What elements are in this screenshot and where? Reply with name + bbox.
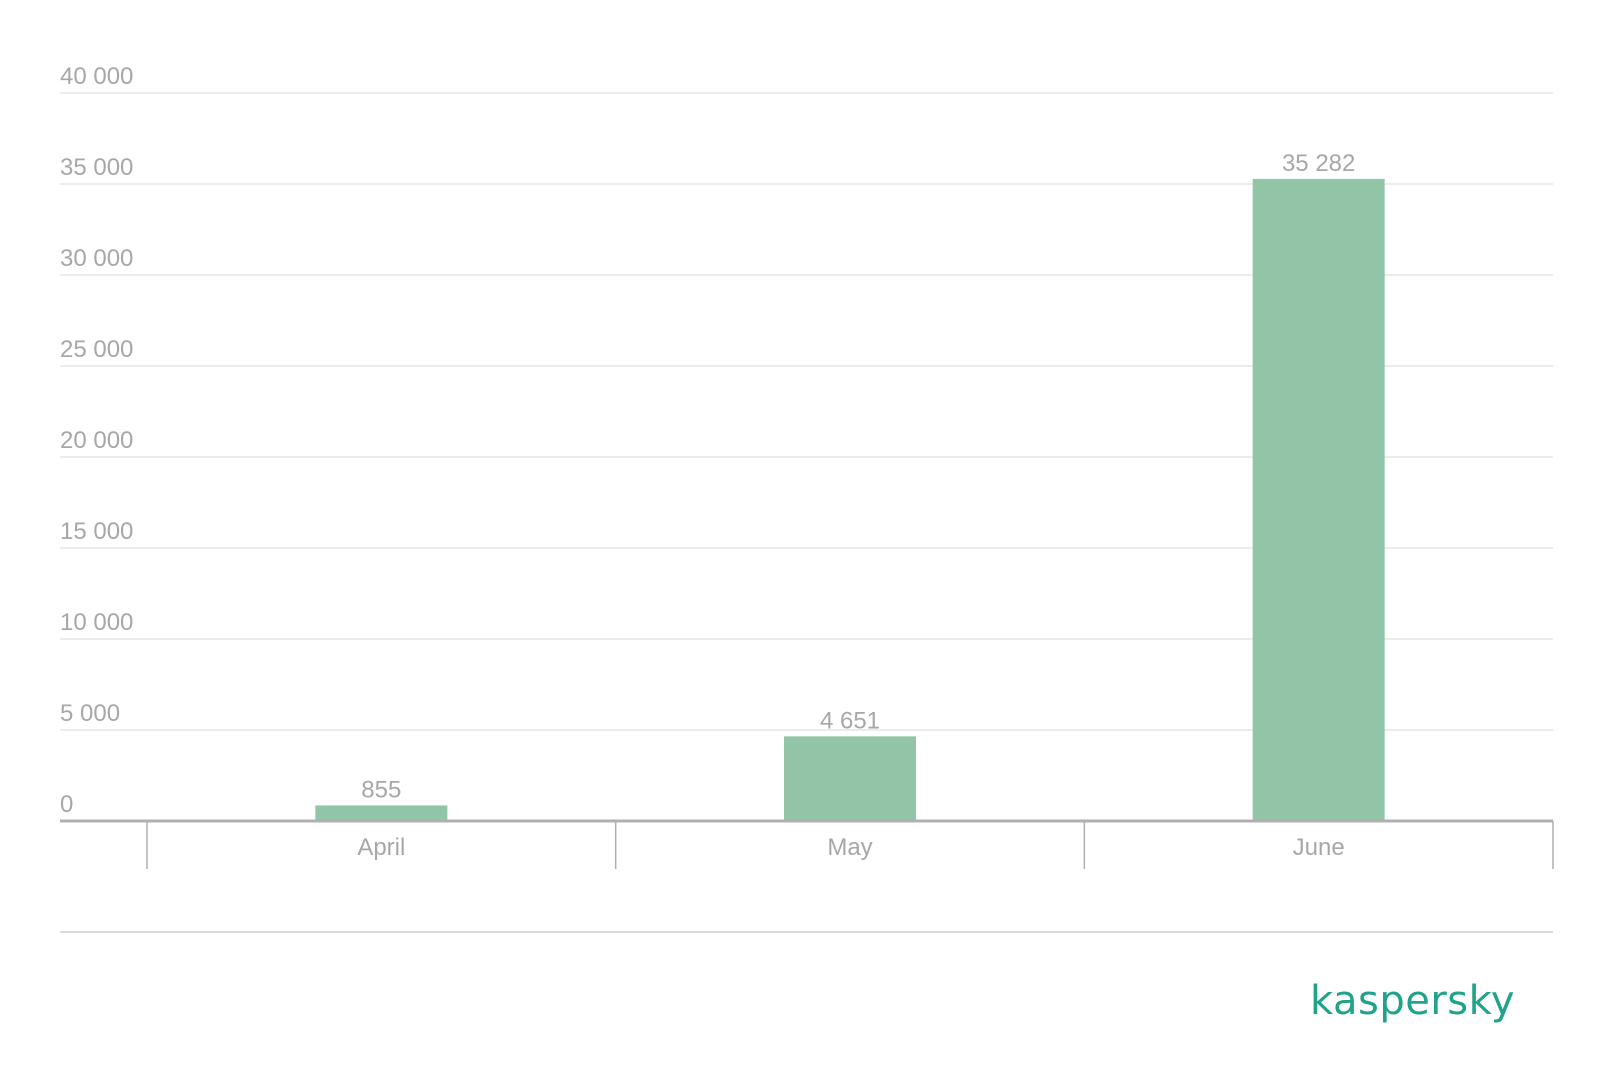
- bars: [315, 178, 1385, 821]
- value-labels: 855 4 651 35 282: [361, 150, 1355, 804]
- y-tick-label: 0: [60, 791, 73, 818]
- y-tick-label: 10 000: [60, 609, 133, 636]
- gridlines: [60, 92, 1553, 731]
- y-tick-label: 40 000: [60, 63, 133, 90]
- y-tick-label: 35 000: [60, 154, 133, 181]
- bar-june: [1252, 178, 1385, 821]
- x-axis: April May June: [60, 819, 1554, 869]
- data-label: 855: [361, 776, 401, 803]
- y-tick-label: 5 000: [60, 700, 120, 727]
- x-tick-label: April: [357, 834, 405, 861]
- y-axis-ticks: 0 5 000 10 000 15 000 20 000 25 000 30 000 35 0…: [60, 63, 133, 818]
- y-tick-label: 30 000: [60, 245, 133, 272]
- bar-april: [315, 805, 448, 821]
- bar-may: [784, 736, 916, 821]
- kaspersky-logo: kaspersky: [1310, 978, 1516, 1024]
- x-tick-label: May: [827, 834, 872, 861]
- data-label: 35 282: [1282, 150, 1355, 177]
- data-label: 4 651: [820, 707, 880, 734]
- y-tick-label: 15 000: [60, 518, 133, 545]
- x-tick-label: June: [1293, 834, 1345, 861]
- y-tick-label: 20 000: [60, 427, 133, 454]
- y-tick-label: 25 000: [60, 336, 133, 363]
